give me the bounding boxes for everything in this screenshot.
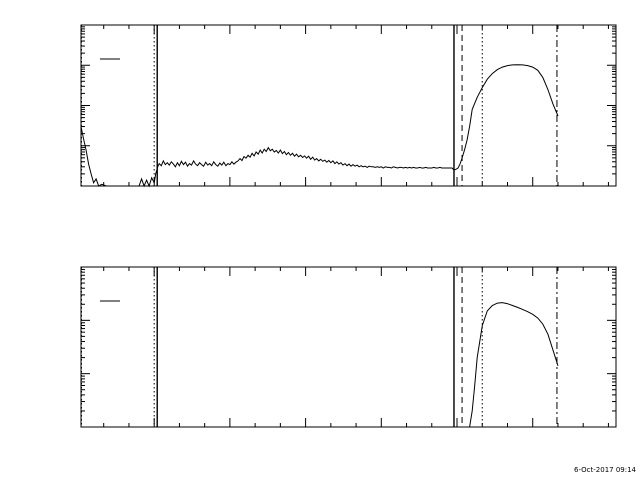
plot-frame (80, 24, 617, 187)
chart-panel-hi (80, 266, 617, 428)
series-line (80, 64, 559, 188)
plot-frame (80, 266, 617, 428)
chart-panel-lo (80, 24, 617, 188)
series-line (469, 302, 559, 428)
footer-timestamp: 6-Oct-2017 09:14 (574, 466, 637, 474)
